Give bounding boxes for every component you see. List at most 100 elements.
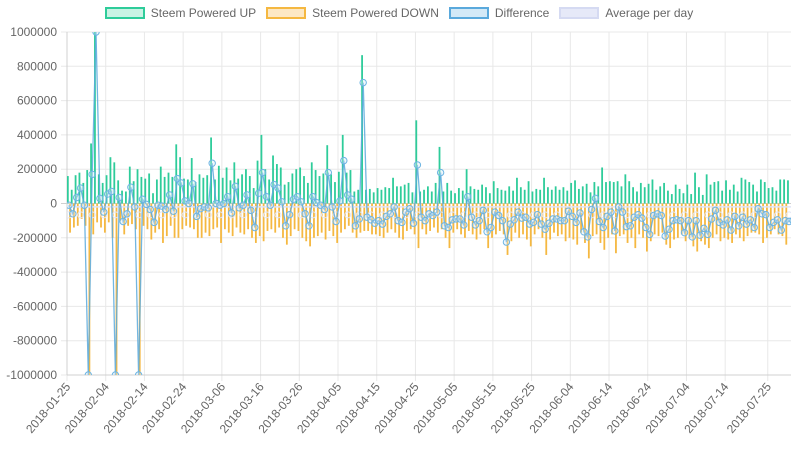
difference-point (359, 78, 367, 87)
bar-powered-down (688, 203, 691, 238)
bar-powered-up (217, 165, 220, 204)
bar-powered-up (74, 175, 77, 204)
difference-point (332, 217, 340, 226)
difference-point (409, 219, 418, 227)
bar-powered-up (237, 178, 240, 204)
bar-powered-up (326, 145, 329, 204)
bar-powered-up (396, 186, 398, 204)
bar-powered-up (318, 176, 321, 204)
bar-powered-up (539, 189, 542, 204)
bar-powered-up (322, 173, 325, 204)
bar-powered-up (86, 170, 89, 204)
legend-item-powered-up[interactable]: Steem Powered UP (104, 6, 257, 20)
bar-powered-up (694, 172, 696, 204)
bar-powered-down (715, 203, 718, 235)
bar-powered-up (616, 181, 619, 204)
bar-powered-up (279, 167, 282, 204)
bar-powered-down (525, 203, 528, 240)
bar-powered-up (194, 182, 197, 204)
bar-powered-up (732, 184, 735, 204)
legend-item-difference[interactable]: Difference (448, 6, 549, 20)
bar-powered-down (436, 203, 439, 233)
bar-powered-down (692, 203, 695, 247)
difference-point (162, 205, 170, 214)
y-tick-label: 800000 (17, 59, 57, 73)
difference-point (773, 216, 782, 224)
difference-point (328, 203, 336, 211)
bar-powered-up (434, 182, 437, 204)
bar-powered-up (411, 192, 414, 204)
bar-powered-up (291, 173, 294, 204)
difference-point (587, 205, 596, 214)
difference-point (235, 204, 243, 212)
bar-powered-up (516, 177, 518, 204)
difference-point (599, 223, 607, 232)
bar-powered-up (651, 179, 654, 204)
bar-powered-up (384, 187, 387, 204)
difference-point (67, 201, 73, 209)
difference-point (433, 208, 441, 216)
bar-powered-up (221, 177, 224, 204)
bar-powered-down (607, 203, 610, 238)
bar-powered-up (380, 189, 383, 204)
bar-powered-down (665, 203, 668, 245)
legend-item-average[interactable]: Average per day (559, 6, 693, 20)
legend-item-powered-down[interactable]: Steem Powered DOWN (266, 6, 439, 20)
bar-powered-up (167, 172, 170, 204)
difference-point (541, 225, 549, 233)
bar-powered-down (204, 203, 207, 233)
difference-point (96, 194, 104, 203)
difference-point (258, 168, 267, 177)
difference-point (676, 216, 685, 225)
difference-point (371, 219, 379, 227)
bar-powered-up (531, 191, 534, 204)
bar-powered-down (309, 203, 311, 247)
bar-powered-up (589, 192, 592, 204)
bar-powered-up (442, 191, 445, 204)
bar-powered-up (241, 174, 243, 204)
average-point (471, 211, 479, 219)
bar-powered-up (454, 193, 456, 204)
legend-label: Steem Powered UP (150, 6, 257, 20)
bar-powered-up (287, 182, 290, 204)
difference-point (223, 192, 232, 201)
bar-powered-down (738, 203, 741, 238)
bar-powered-up (206, 175, 209, 204)
bar-powered-up (349, 170, 352, 204)
bar-powered-up (144, 178, 147, 204)
difference-point (572, 218, 580, 227)
difference-point (313, 198, 321, 207)
bar-powered-down (421, 203, 424, 230)
average-point (599, 211, 607, 219)
bar-powered-up (570, 182, 573, 204)
difference-point (704, 230, 712, 239)
bar-powered-down (301, 203, 304, 238)
bar-powered-up (628, 181, 631, 204)
difference-point (525, 220, 534, 228)
difference-point (584, 233, 592, 241)
bar-powered-down (630, 203, 633, 238)
bar-powered-down (208, 203, 211, 237)
bar-powered-up (403, 184, 406, 204)
bar-powered-up (481, 184, 484, 204)
difference-point (727, 226, 735, 234)
bar-powered-down (92, 203, 95, 235)
y-tick-label: -1000000 (6, 368, 57, 382)
bar-powered-up (334, 182, 336, 204)
difference-point (305, 222, 313, 230)
difference-point (336, 197, 344, 205)
difference-point (556, 216, 565, 225)
average-point (297, 211, 305, 219)
difference-point (165, 191, 174, 199)
difference-point (707, 215, 716, 223)
bar-powered-down (386, 203, 389, 233)
difference-point (320, 205, 329, 214)
difference-point (564, 207, 573, 215)
bar-powered-down (518, 203, 521, 238)
bar-powered-up (94, 32, 96, 204)
bar-powered-up (577, 188, 580, 204)
difference-point (386, 210, 394, 218)
bar-powered-down (107, 203, 110, 223)
bar-powered-down (766, 203, 768, 238)
difference-point (289, 195, 298, 203)
